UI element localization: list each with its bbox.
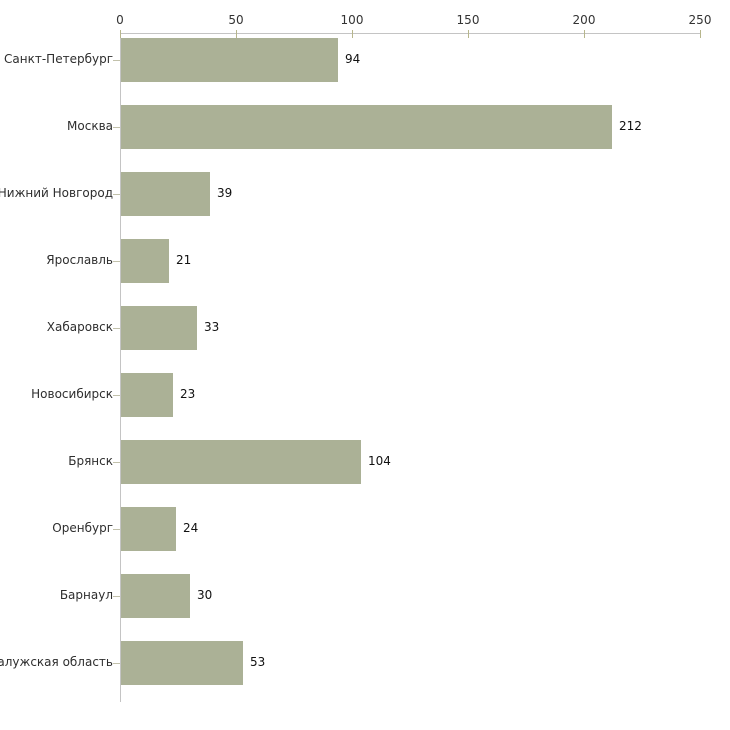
category-label: Санкт-Петербург [4,52,113,66]
x-tick-mark [700,30,701,38]
category-label: Калужская область [0,655,113,669]
bar [121,172,210,216]
bar [121,641,243,685]
value-label: 24 [183,521,199,535]
y-tick-mark [113,529,120,530]
y-tick-mark [113,462,120,463]
y-tick-mark [113,127,120,128]
value-label: 212 [619,119,642,133]
x-tick-label: 250 [688,13,712,27]
x-axis-line [120,33,701,34]
category-label: Барнаул [59,588,113,602]
x-tick-mark [584,30,585,38]
value-label: 104 [368,454,391,468]
y-tick-mark [113,194,120,195]
x-tick-label: 0 [116,13,124,27]
bar [121,507,176,551]
bar [121,373,173,417]
value-label: 39 [217,186,233,200]
value-label: 53 [250,655,266,669]
value-label: 94 [345,52,361,66]
bar [121,440,361,484]
bar [121,574,190,618]
y-tick-mark [113,663,120,664]
x-tick-label: 100 [340,13,364,27]
x-tick-mark [120,30,121,38]
bar [121,105,612,149]
category-label: Москва [67,119,113,133]
category-label: Брянск [68,454,113,468]
bar [121,38,338,82]
x-tick-label: 50 [228,13,244,27]
y-tick-mark [113,60,120,61]
y-tick-mark [113,328,120,329]
value-label: 30 [197,588,213,602]
x-tick-label: 200 [572,13,596,27]
y-tick-mark [113,596,120,597]
category-label: Хабаровск [46,320,113,334]
value-label: 23 [180,387,196,401]
y-axis-line [120,33,121,702]
category-label: Оренбург [52,521,113,535]
y-tick-mark [113,395,120,396]
value-label: 21 [176,253,192,267]
bar [121,239,169,283]
x-tick-mark [352,30,353,38]
x-tick-mark [468,30,469,38]
bar [121,306,197,350]
category-label: Новосибирск [31,387,113,401]
value-label: 33 [204,320,220,334]
x-tick-label: 150 [456,13,480,27]
x-tick-mark [236,30,237,38]
category-label: Нижний Новгород [0,186,113,200]
y-tick-mark [113,261,120,262]
category-label: Ярославль [46,253,113,267]
